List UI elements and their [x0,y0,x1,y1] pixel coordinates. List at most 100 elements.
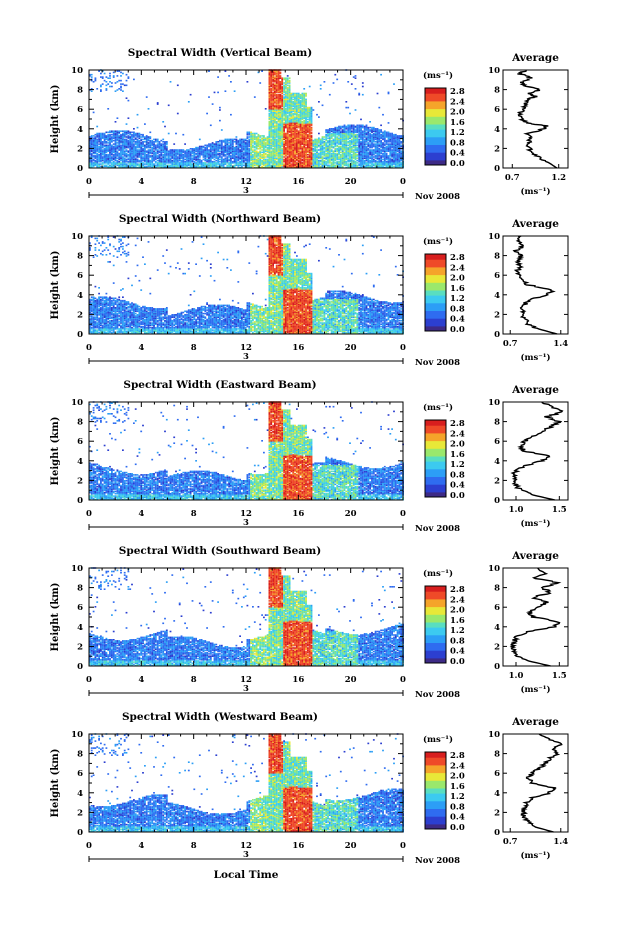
heatmap-cell [109,130,111,132]
figure: Spectral Width (Vertical Beam)0246810Hei… [0,0,621,929]
heatmap-cell [126,163,128,165]
heatmap-cell [98,70,100,72]
heatmap-cell [117,160,119,162]
heatmap-cell [117,81,119,83]
heatmap-cell [95,136,97,138]
heatmap-cell [104,148,106,150]
heatmap-cell [126,130,128,132]
heatmap-cell [118,70,120,72]
heatmap-cell [120,162,122,164]
heatmap-cell [124,85,126,87]
heatmap-cell [100,163,102,165]
heatmap-cell [96,133,98,135]
heatmap-cell [98,146,100,148]
heatmap-cell [113,130,115,132]
heatmap-cell [118,80,120,82]
heatmap-cell [122,83,124,85]
heatmap-cell [131,134,133,136]
heatmap-cell [117,75,119,77]
heatmap-cell [120,83,122,85]
heatmap-cell [107,77,109,79]
heatmap-cell [109,81,111,83]
heatmap-cell [139,160,141,162]
heatmap-cell [142,156,144,158]
heatmap-cell [124,157,126,159]
heatmap-cell [135,137,137,139]
heatmap-cell [128,100,130,102]
heatmap-cell [104,73,106,75]
heatmap-cell [102,149,104,151]
heatmap-cell [128,154,130,156]
heatmap-cell [104,80,106,82]
heatmap-cell [126,153,128,155]
heatmap-cell [126,149,128,151]
heatmap-cell [133,143,135,145]
heatmap-cell [100,73,102,75]
heatmap-cell [126,123,128,125]
heatmap-cell [124,139,126,141]
heatmap-cell [113,72,115,74]
heatmap-cell [129,136,131,138]
heatmap-cell [117,117,119,119]
heatmap-cell [95,77,97,79]
panel-title: Spectral Width (Vertical Beam) [128,47,312,59]
heatmap-cell [93,81,95,83]
heatmap-cell [93,112,95,114]
heatmap-cell [128,130,130,132]
heatmap-cell [106,88,108,90]
heatmap-cell [93,155,95,157]
heatmap-cell [91,74,93,76]
heatmap-cell [106,76,108,78]
heatmap-cell [111,136,113,138]
heatmap-cell [102,156,104,158]
heatmap-cell [126,159,128,161]
heatmap-cell [118,88,120,90]
heatmap-cell [109,77,111,79]
heatmap-cell [120,130,122,132]
heatmap-cell [107,132,109,134]
heatmap-cell [115,121,117,123]
heatmap-cell [106,141,108,143]
heatmap-cell [113,154,115,156]
heatmap-cell [113,140,115,142]
heatmap-cell [137,127,139,129]
heatmap-cell [135,146,137,148]
heatmap-cell [109,73,111,75]
heatmap-cell [128,135,130,137]
heatmap-cell [96,153,98,155]
heatmap-cell [100,89,102,91]
heatmap-cell [91,76,93,78]
heatmap-cell [129,132,131,134]
heatmap-cell [122,130,124,132]
heatmap-cell [98,133,100,135]
heatmap-cell [95,160,97,162]
heatmap-cell [100,85,102,87]
heatmap-cell [100,166,102,168]
heatmap-cell [98,143,100,145]
heatmap-cell [117,70,119,72]
heatmap-cell [117,89,119,91]
heatmap-cell [140,134,142,136]
heatmap-cell [124,150,126,152]
heatmap-cell [106,135,108,137]
heatmap-cell [118,135,120,137]
heatmap-cell [111,130,113,132]
heatmap-cell [91,153,93,155]
heatmap-cell [106,165,108,167]
panel-1: Spectral Width (Vertical Beam)0246810Hei… [50,47,568,202]
heatmap-cell [96,88,98,90]
heatmap-cell [117,150,119,152]
heatmap-cell [117,130,119,132]
heatmap-cell [106,154,108,156]
heatmap-cell [106,85,108,87]
heatmap-cell [107,83,109,85]
heatmap-cell [113,143,115,145]
heatmap-cell [98,154,100,156]
heatmap-cells [89,69,404,168]
heatmap-cell [91,90,93,92]
heatmap-cell [104,165,106,167]
heatmap-cell [126,97,128,99]
heatmap-cell [95,155,97,157]
heatmap-cell [93,159,95,161]
heatmap-cell [96,139,98,141]
